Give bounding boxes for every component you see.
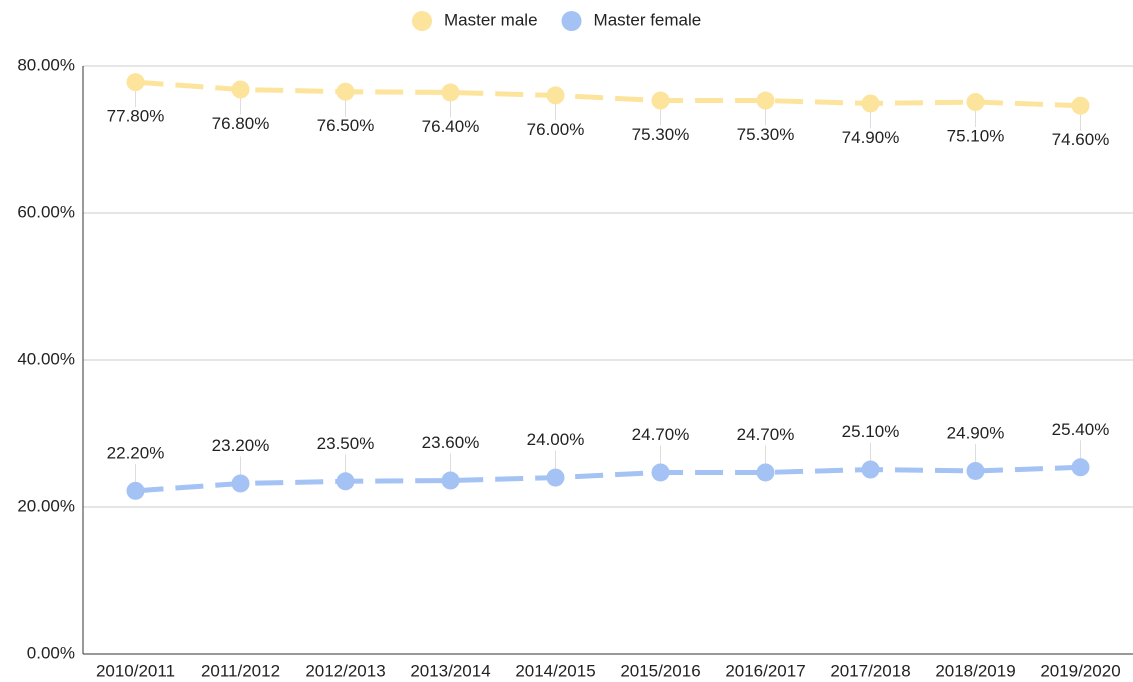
point <box>441 83 460 102</box>
x-tick-label: 2013/2014 <box>410 661 490 680</box>
point <box>966 461 985 480</box>
x-tick-label: 2016/2017 <box>725 661 805 680</box>
x-tick-label: 2011/2012 <box>201 661 280 680</box>
point <box>1071 458 1090 477</box>
point <box>441 471 460 490</box>
point <box>966 93 985 112</box>
x-tick-label: 2019/2020 <box>1040 661 1120 680</box>
data-label: 25.10% <box>842 422 900 441</box>
point <box>1071 96 1090 115</box>
point <box>651 91 670 110</box>
point <box>546 86 565 105</box>
data-label: 23.20% <box>212 436 270 455</box>
y-tick-label: 40.00% <box>17 349 75 368</box>
point <box>546 468 565 487</box>
data-label: 75.30% <box>737 125 795 144</box>
x-tick-label: 2012/2013 <box>305 661 385 680</box>
legend-label: Master male <box>444 10 538 29</box>
y-tick-label: 0.00% <box>27 643 75 662</box>
data-label: 77.80% <box>107 107 165 126</box>
x-tick-label: 2010/2011 <box>96 661 175 680</box>
data-label: 76.80% <box>212 114 270 133</box>
data-label: 76.40% <box>422 117 480 136</box>
data-label: 24.70% <box>632 425 690 444</box>
series-line <box>135 464 1081 494</box>
data-label: 24.90% <box>947 423 1005 442</box>
data-label: 23.50% <box>317 434 375 453</box>
data-label: 74.60% <box>1052 130 1110 149</box>
data-label: 24.70% <box>737 425 795 444</box>
point <box>336 82 355 101</box>
point <box>126 481 145 500</box>
data-label: 75.30% <box>632 125 690 144</box>
point <box>861 94 880 113</box>
x-tick-label: 2015/2016 <box>620 661 700 680</box>
data-label: 74.90% <box>842 128 900 147</box>
legend-label: Master female <box>594 10 702 29</box>
data-label: 75.10% <box>947 126 1005 145</box>
point <box>336 472 355 491</box>
y-tick-label: 60.00% <box>17 202 75 221</box>
point <box>756 91 775 110</box>
y-tick-label: 80.00% <box>17 55 75 74</box>
series-line <box>135 79 1081 109</box>
x-tick-label: 2017/2018 <box>830 661 910 680</box>
y-tick-label: 20.00% <box>17 496 75 515</box>
point <box>651 463 670 482</box>
x-tick-label: 2014/2015 <box>515 661 595 680</box>
point <box>126 73 145 92</box>
point <box>231 474 250 493</box>
point <box>861 460 880 479</box>
legend-marker <box>412 11 432 31</box>
point <box>756 463 775 482</box>
legend-marker <box>561 11 582 31</box>
data-label: 23.60% <box>422 433 480 452</box>
point <box>231 80 250 99</box>
data-label: 25.40% <box>1052 420 1110 439</box>
data-label: 76.00% <box>527 120 585 139</box>
data-label: 76.50% <box>317 116 375 135</box>
x-tick-label: 2018/2019 <box>935 661 1015 680</box>
data-label: 22.20% <box>107 443 165 462</box>
data-label: 24.00% <box>527 430 585 449</box>
